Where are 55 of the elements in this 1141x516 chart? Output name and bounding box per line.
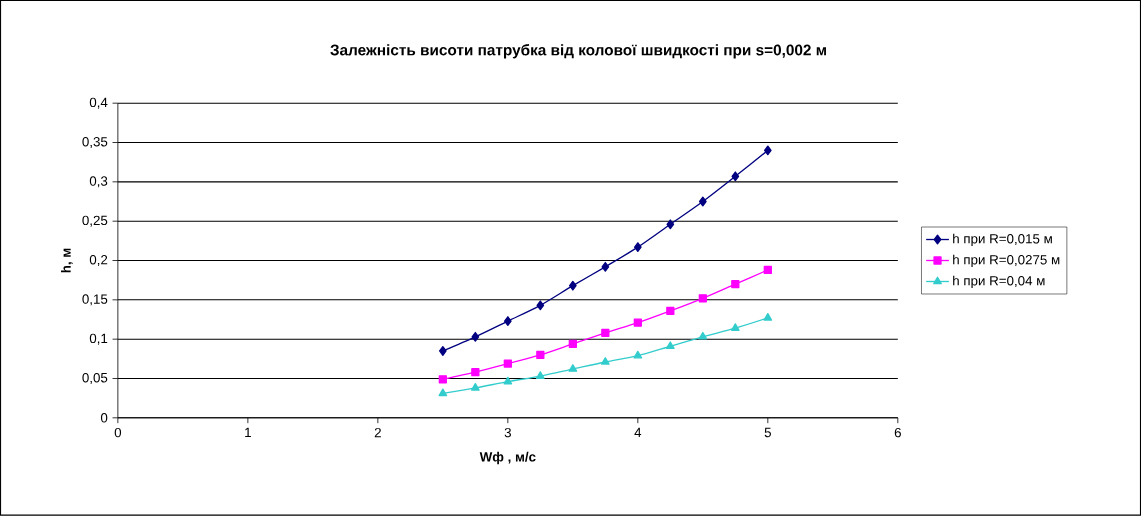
- point: [438, 346, 447, 357]
- y-tick-label: 0,4: [89, 97, 108, 109]
- x-tick-label: 1: [245, 428, 251, 438]
- point: [535, 371, 545, 380]
- legend-label: h при R=0,0275 м: [953, 254, 1060, 268]
- point: [665, 341, 675, 350]
- point: [698, 196, 707, 207]
- point: [470, 383, 480, 391]
- y-axis-title: h, м: [61, 248, 73, 273]
- y-tick-label: 0,35: [82, 137, 108, 149]
- point: [536, 350, 545, 360]
- legend-label: h при R=0,04 м: [953, 275, 1045, 289]
- point: [568, 339, 577, 349]
- point: [731, 171, 740, 182]
- x-tick-label: 2: [374, 428, 381, 438]
- legend-label: h при R=0,015 м: [953, 233, 1052, 247]
- y-tick-label: 0,2: [89, 255, 108, 267]
- point: [698, 294, 707, 303]
- x-tick-label: 0: [114, 428, 122, 438]
- point: [503, 316, 512, 327]
- point: [601, 262, 610, 272]
- point: [568, 280, 577, 291]
- y-tick-label: 0,15: [82, 294, 108, 306]
- point: [666, 219, 675, 230]
- x-tick-label: 5: [764, 428, 771, 438]
- point: [731, 280, 740, 289]
- point: [666, 306, 675, 316]
- point: [438, 375, 447, 384]
- x-axis-title: Wф , м/с: [479, 451, 536, 465]
- point: [568, 364, 578, 373]
- point: [471, 368, 480, 377]
- point: [601, 328, 610, 338]
- x-tick-label: 4: [634, 428, 642, 438]
- point: [600, 357, 610, 365]
- x-tick-label: 6: [894, 428, 901, 438]
- point: [633, 242, 642, 253]
- point: [633, 350, 643, 359]
- y-tick-label: 0: [100, 413, 108, 423]
- point: [698, 332, 708, 340]
- y-tick-label: 0,3: [89, 176, 108, 188]
- point: [536, 300, 545, 311]
- point: [503, 376, 513, 385]
- point: [730, 323, 740, 332]
- x-tick-label: 3: [504, 428, 511, 438]
- point: [503, 359, 512, 368]
- point: [438, 388, 448, 397]
- point: [763, 313, 773, 321]
- chart-title: Залежність висоти патрубка від колової швидкості при s=0,002 м: [330, 44, 826, 59]
- point: [763, 265, 772, 275]
- y-tick-label: 0,25: [82, 215, 108, 227]
- point: [471, 332, 480, 342]
- y-tick-label: 0,1: [89, 333, 108, 345]
- y-tick-label: 0,05: [82, 373, 108, 385]
- point: [633, 318, 642, 327]
- point: [763, 145, 772, 156]
